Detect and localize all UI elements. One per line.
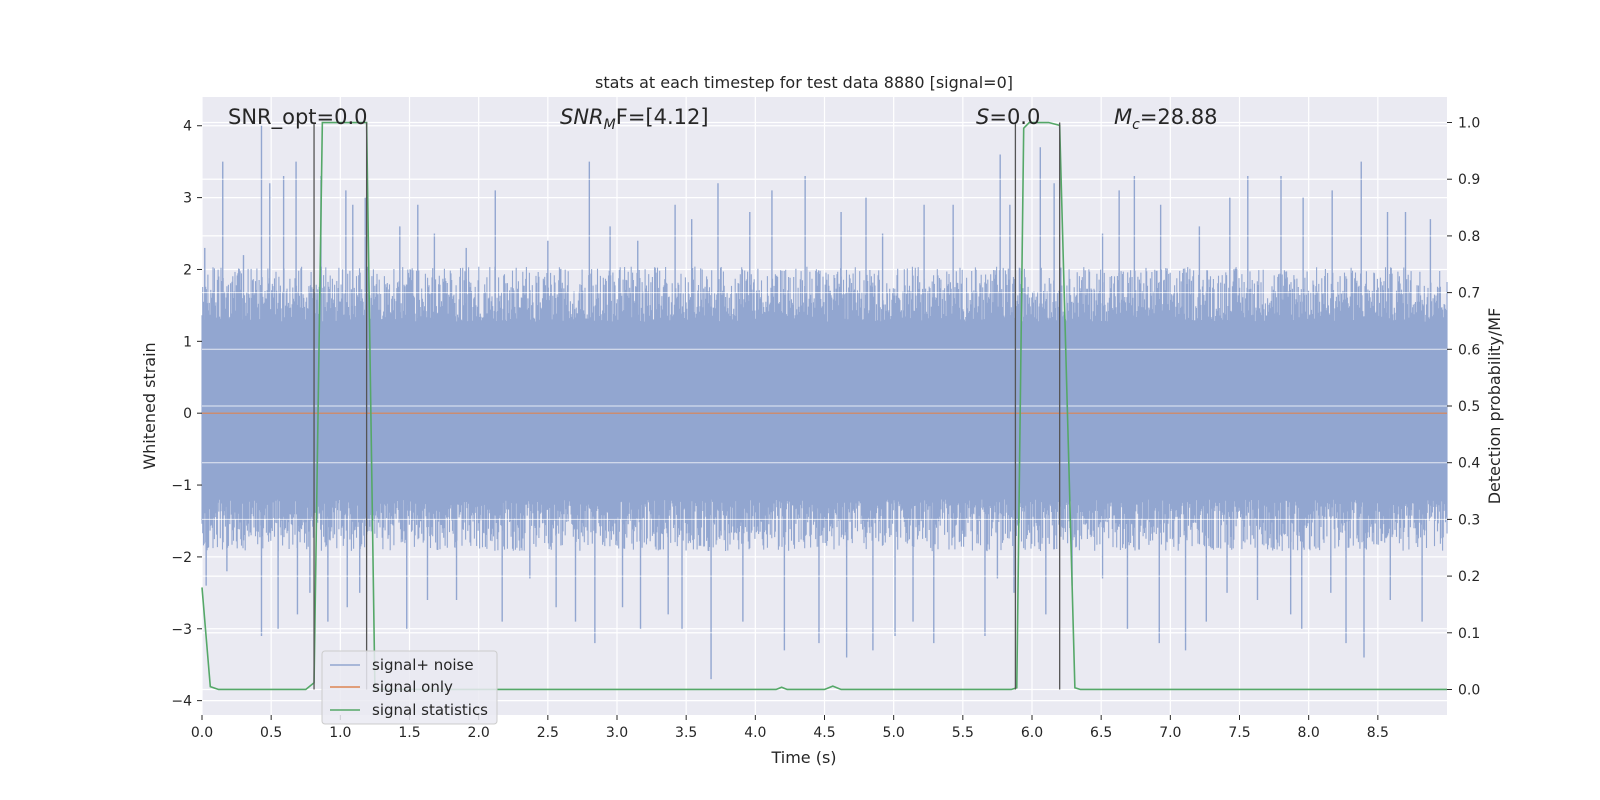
x-tick-label: 3.0: [606, 725, 628, 741]
x-tick-label: 2.0: [468, 725, 490, 741]
x-tick-label: 5.5: [952, 725, 974, 741]
y-tick-label-left: −2: [171, 550, 192, 566]
y-tick-label-right: 0.8: [1458, 229, 1480, 245]
x-tick-label: 1.5: [398, 725, 420, 741]
legend-label-noise: signal+ noise: [372, 656, 474, 674]
y-tick-label-right: 1.0: [1458, 116, 1480, 132]
y-tick-label-left: 2: [183, 262, 192, 278]
y-axis-label-right: Detection probability/MF: [1485, 308, 1504, 505]
y-tick-label-right: 0.2: [1458, 569, 1480, 585]
legend-box: [321, 650, 498, 725]
x-tick-label: 8.0: [1298, 725, 1320, 741]
x-tick-label: 2.5: [537, 725, 559, 741]
annotation-s: S=0.0: [976, 105, 1040, 129]
x-tick-label: 3.5: [675, 725, 697, 741]
annotation-snr-mf: SNRMF=[4.12]: [560, 105, 709, 133]
y-tick-label-left: 3: [183, 191, 192, 207]
legend: signal+ noise signal only signal statist…: [321, 650, 498, 725]
annotation-s-rest: =0.0: [989, 105, 1040, 129]
annotation-mc-prefix: M: [1114, 105, 1132, 129]
x-tick-label: 7.5: [1228, 725, 1250, 741]
x-tick-label: 6.0: [1021, 725, 1043, 741]
x-tick-label: 6.5: [1090, 725, 1112, 741]
x-axis-label: Time (s): [770, 748, 836, 767]
y-tick-label-right: 0.5: [1458, 399, 1480, 415]
y-tick-label-right: 0.7: [1458, 286, 1480, 302]
legend-label-signal: signal only: [372, 678, 453, 696]
y-axis-label-left: Whitened strain: [140, 342, 159, 469]
y-tick-label-left: 0: [183, 406, 192, 422]
y-tick-label-right: 0.0: [1458, 682, 1480, 698]
annotation-mc-rest: =28.88: [1140, 105, 1218, 129]
y-tick-label-right: 0.3: [1458, 512, 1480, 528]
annotation-snr-mf-prefix: SNR: [560, 105, 604, 129]
y-tick-label-right: 0.6: [1458, 342, 1480, 358]
x-tick-label: 0.5: [260, 725, 282, 741]
annotation-mc: Mc=28.88: [1114, 105, 1218, 133]
y-tick-label-right: 0.1: [1458, 626, 1480, 642]
x-tick-label: 7.0: [1159, 725, 1181, 741]
annotation-snr-opt: SNR_opt=0.0: [228, 105, 368, 130]
y-tick-label-right: 0.9: [1458, 172, 1480, 188]
y-tick-label-left: 1: [183, 334, 192, 350]
y-tick-label-right: 0.4: [1458, 456, 1480, 472]
x-tick-label: 0.0: [191, 725, 213, 741]
x-tick-label: 5.0: [883, 725, 905, 741]
x-tick-label: 8.5: [1367, 725, 1389, 741]
x-tick-label: 1.0: [329, 725, 351, 741]
y-tick-label-left: 4: [183, 119, 192, 135]
y-tick-label-left: −4: [171, 694, 192, 710]
y-tick-label-left: −1: [171, 478, 192, 494]
annotation-snr-mf-rest: F=[4.12]: [616, 105, 709, 129]
y-tick-label-left: −3: [171, 622, 192, 638]
x-tick-label: 4.5: [813, 725, 835, 741]
x-tick-label: 4.0: [744, 725, 766, 741]
chart-title: stats at each timestep for test data 888…: [595, 73, 1013, 92]
annotation-s-prefix: S: [976, 105, 989, 129]
annotation-snr-mf-sub: M: [604, 117, 616, 133]
legend-label-statistics: signal statistics: [372, 701, 488, 719]
annotation-mc-sub: c: [1132, 117, 1140, 133]
